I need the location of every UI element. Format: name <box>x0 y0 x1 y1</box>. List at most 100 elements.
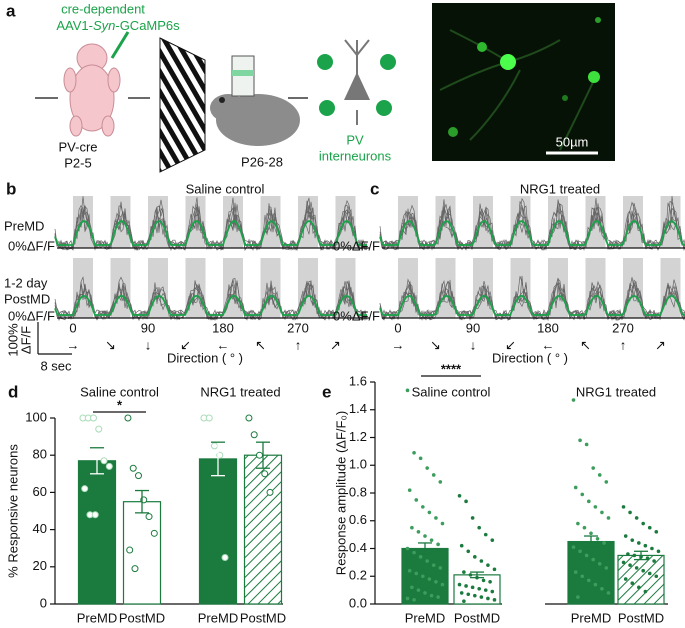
data-point <box>440 521 445 526</box>
direction-tick-label: 270 <box>287 320 309 335</box>
mean-trace <box>379 294 685 316</box>
group-label: Saline control <box>412 384 491 399</box>
data-point <box>423 534 427 538</box>
data-point <box>436 542 440 547</box>
data-point <box>483 588 488 592</box>
direction-arrow: ↘ <box>430 337 441 352</box>
data-point <box>573 485 578 490</box>
virus-part: Syn <box>93 18 115 33</box>
x-axis-label: Direction ( ° ) <box>492 350 568 365</box>
baseline-label: 0%ΔF/F <box>8 238 55 253</box>
trial-trace <box>54 196 368 251</box>
data-point <box>425 466 429 470</box>
virus-label: cre-dependent <box>61 1 145 16</box>
data-point <box>481 578 486 583</box>
bar <box>77 460 117 605</box>
data-point <box>580 492 585 497</box>
data-point <box>221 554 229 561</box>
data-point <box>576 521 580 526</box>
x-tick-label: PreMD <box>405 610 445 625</box>
data-point <box>589 531 593 536</box>
data-point <box>600 586 604 591</box>
mean-trace <box>379 219 685 246</box>
virus-part: -GCaMP6s <box>115 18 180 33</box>
data-point <box>459 543 464 548</box>
data-point <box>464 499 468 504</box>
data-point <box>407 568 412 573</box>
data-point <box>600 510 604 515</box>
data-point <box>593 582 598 587</box>
data-point <box>652 559 656 563</box>
data-point <box>576 595 580 599</box>
x-tick-label: PostMD <box>454 610 500 625</box>
data-point <box>606 591 611 595</box>
bar-charts: d 0 20 40 60 80 100 % Responsive neurons Saline … <box>5 361 668 625</box>
direction-arrow: ↑ <box>620 337 627 352</box>
x-tick-label: PostMD <box>240 610 286 625</box>
data-point <box>477 525 481 530</box>
data-point <box>410 585 414 590</box>
data-point <box>578 438 582 443</box>
y-tick-label: 60 <box>33 484 47 499</box>
trial-trace <box>54 281 368 321</box>
direction-arrow: ↗ <box>655 337 666 352</box>
direction-arrow: ↖ <box>580 337 591 352</box>
data-point <box>479 595 484 599</box>
syringe <box>110 31 130 59</box>
baseline-label: 0%ΔF/F <box>333 308 380 323</box>
pup-label: PV-cre <box>58 139 97 154</box>
data-point <box>412 550 416 555</box>
direction-arrow: ← <box>542 337 555 352</box>
data-point <box>457 582 462 587</box>
data-point <box>405 596 410 601</box>
grating-stimulus <box>159 37 206 173</box>
y-tick-label: 80 <box>33 447 47 462</box>
data-point <box>593 505 598 509</box>
data-point <box>423 591 427 595</box>
direction-arrow: → <box>67 337 80 352</box>
data-point <box>431 563 436 567</box>
data-point <box>637 585 641 590</box>
direction-arrow: ↘ <box>105 337 116 352</box>
data-point <box>647 525 652 530</box>
data-point <box>210 442 218 450</box>
x-tick-label: PostMD <box>119 610 165 625</box>
data-point <box>477 586 481 591</box>
data-point <box>410 525 414 530</box>
data-point <box>89 414 97 422</box>
data-point <box>124 414 132 422</box>
x-tick-label: PreMD <box>198 610 238 625</box>
data-point <box>459 591 464 595</box>
direction-arrow: ↓ <box>145 337 152 352</box>
y-tick-label: 0.2 <box>349 568 367 583</box>
row-label: PostMD <box>4 291 50 306</box>
row-label: PreMD <box>4 218 44 233</box>
x-tick-label: PreMD <box>77 610 117 625</box>
data-point <box>126 546 134 554</box>
direction-arrow: ↙ <box>505 337 516 352</box>
data-point <box>429 538 434 542</box>
direction-arrow: ↖ <box>255 337 266 352</box>
direction-tick-label: 90 <box>141 320 155 335</box>
data-point <box>626 552 630 556</box>
data-point <box>416 588 421 592</box>
data-point <box>250 431 258 439</box>
x-axis-label: Direction ( ° ) <box>167 350 243 365</box>
trace-panels: b Saline control 0%ΔF/F 0%ΔF/F → ↘ ↓ ↙ ← ↖ ↑ ↗ 0 90 18… <box>4 179 685 373</box>
data-point <box>425 559 429 563</box>
data-point <box>418 555 423 559</box>
x-tick-label: PreMD <box>571 610 611 625</box>
data-point <box>604 566 609 570</box>
neuron-diagram <box>317 39 396 125</box>
data-point <box>654 574 659 579</box>
direction-tick-label: 0 <box>69 320 76 335</box>
data-point <box>628 510 632 515</box>
data-point <box>405 388 410 393</box>
significance-label: * <box>117 397 123 412</box>
data-point <box>647 571 652 576</box>
y-tick-label: 1.6 <box>349 373 367 388</box>
bar <box>198 458 238 605</box>
data-point <box>473 555 477 559</box>
data-point <box>641 521 645 526</box>
data-point <box>427 577 432 581</box>
